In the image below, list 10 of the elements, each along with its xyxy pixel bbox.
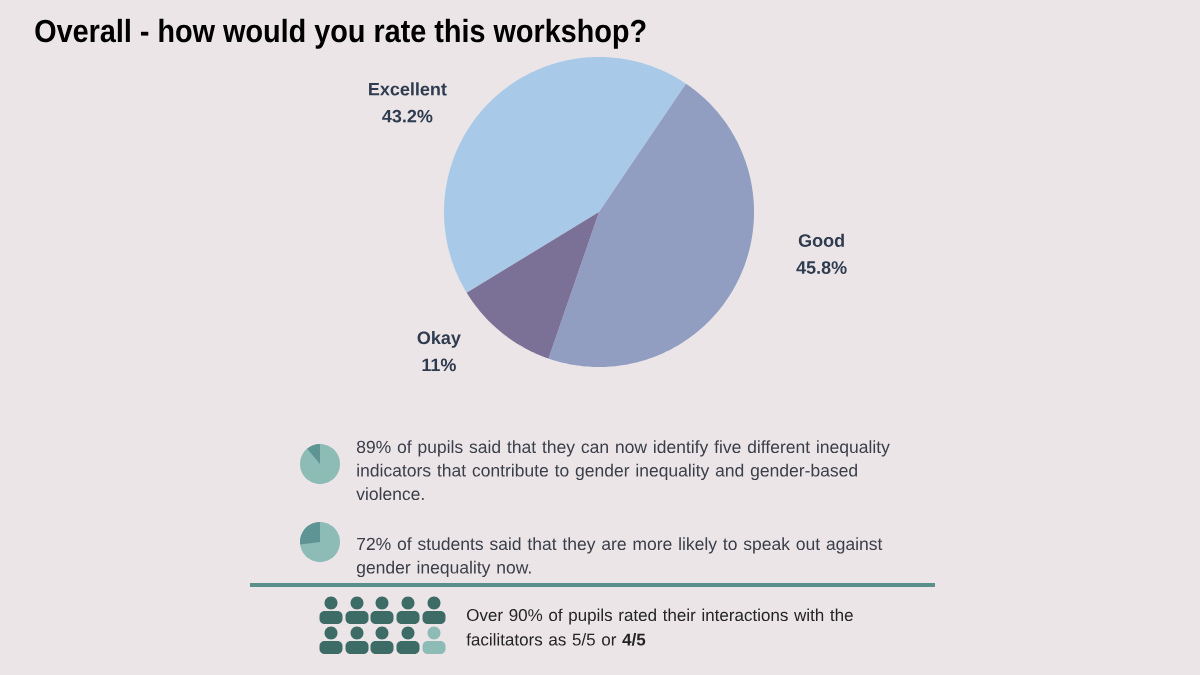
slice-label: Excellent [369, 82, 447, 96]
chart-title: Overall - how would you rate this workshop? [35, 18, 646, 49]
text: 89% of pupils said that they can now identify five different inequality indicators that contribute to gender inequality and gender-based violence. [356, 440, 890, 501]
text: 72% of students said that they are more likely to speak out against gender inequality now. [356, 537, 883, 578]
text: Over 90% of pupils rated their interactions with the facilitators as 5/5 or 4/5 [466, 608, 853, 646]
data-label: 45.8% [796, 261, 847, 274]
slice-label: Okay [417, 330, 461, 348]
data-label: 43.2% [382, 109, 433, 123]
data-label: 11% [422, 358, 456, 372]
slice-label: Good [798, 233, 844, 247]
